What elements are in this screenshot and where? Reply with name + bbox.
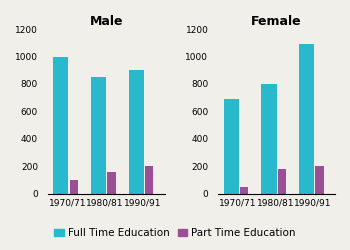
Bar <box>91 77 106 194</box>
Bar <box>278 169 286 194</box>
Bar <box>224 99 239 194</box>
Bar <box>261 84 276 194</box>
Legend: Full Time Education, Part Time Education: Full Time Education, Part Time Education <box>50 224 300 242</box>
Bar <box>145 166 153 194</box>
Bar <box>129 70 144 194</box>
Title: Male: Male <box>89 15 123 28</box>
Bar <box>315 166 324 194</box>
Bar <box>107 172 116 194</box>
Title: Female: Female <box>251 15 302 28</box>
Bar <box>240 187 248 194</box>
Bar <box>70 180 78 194</box>
Bar <box>299 44 314 194</box>
Bar <box>54 56 69 194</box>
